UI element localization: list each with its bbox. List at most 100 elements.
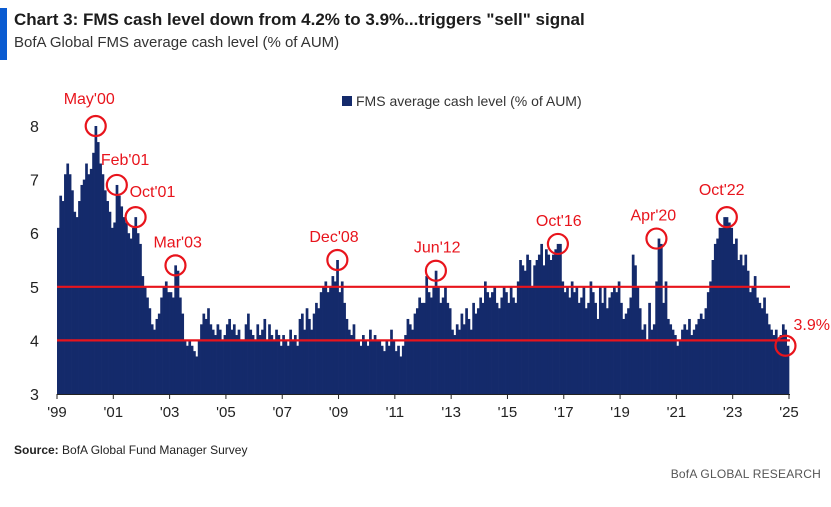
source-note: Source: BofA Global Fund Manager Survey <box>14 443 247 457</box>
bar <box>129 238 133 394</box>
bar <box>730 227 734 394</box>
bar <box>568 297 572 394</box>
annotation-circle <box>424 259 448 282</box>
bar <box>620 302 623 394</box>
bar <box>448 308 452 394</box>
bar <box>742 265 745 394</box>
bar <box>110 227 114 394</box>
bar <box>338 292 342 394</box>
bar <box>268 324 271 394</box>
bar <box>643 324 647 394</box>
bar <box>146 297 149 394</box>
bar <box>392 340 396 394</box>
annotation-circle <box>546 232 570 256</box>
bar <box>481 302 485 394</box>
bar <box>545 249 548 394</box>
chart-subtitle: BofA Global FMS average cash level (% of… <box>14 34 340 51</box>
bar <box>627 308 630 394</box>
bar <box>251 335 255 394</box>
bar <box>200 324 203 394</box>
bar <box>552 254 555 394</box>
bar <box>87 174 91 394</box>
bar <box>331 276 335 394</box>
bar <box>225 324 229 394</box>
y-tick-label: 6 <box>30 226 39 243</box>
bar <box>786 345 790 394</box>
bar <box>261 329 264 394</box>
bar <box>415 308 419 394</box>
bar <box>354 340 358 394</box>
bar <box>725 217 729 394</box>
bar <box>211 329 215 394</box>
bar <box>491 292 494 394</box>
bar <box>223 335 227 394</box>
bar <box>723 217 727 394</box>
bar <box>735 238 738 394</box>
bar <box>258 335 262 394</box>
bar <box>193 351 196 394</box>
bar <box>181 313 185 394</box>
bar <box>164 281 168 394</box>
bar <box>692 329 696 394</box>
bar <box>697 318 701 394</box>
bar <box>148 308 152 394</box>
bar <box>648 302 651 394</box>
title-accent-bar <box>0 8 7 60</box>
bar <box>732 243 736 394</box>
bar <box>584 308 588 394</box>
bar <box>394 351 398 394</box>
bar <box>617 281 621 394</box>
bar <box>521 265 525 394</box>
bar <box>92 152 95 394</box>
bar <box>207 308 210 394</box>
bar <box>533 265 536 394</box>
bar <box>681 329 684 394</box>
x-tick-label: '99 <box>47 404 67 421</box>
bar <box>615 292 619 394</box>
bar <box>577 302 581 394</box>
bar <box>399 356 403 394</box>
bar <box>352 324 356 394</box>
bar <box>606 308 609 394</box>
bar <box>685 329 689 394</box>
bar <box>275 329 278 394</box>
y-tick-label: 4 <box>30 333 39 350</box>
bar <box>132 227 135 394</box>
bar <box>291 340 295 394</box>
bar <box>85 163 88 394</box>
annotation-circle <box>326 248 349 272</box>
brand-label: BofA GLOBAL RESEARCH <box>670 467 821 481</box>
bar <box>366 345 370 394</box>
bar <box>688 318 691 394</box>
x-tick-label: '21 <box>667 404 687 421</box>
bar <box>420 302 424 394</box>
bar <box>176 270 180 394</box>
bar <box>657 238 661 394</box>
bar <box>659 243 663 394</box>
legend-label: FMS average cash level (% of AUM) <box>356 93 582 109</box>
annotation-label: May'00 <box>64 91 115 108</box>
bar <box>293 335 297 394</box>
bar <box>662 302 666 394</box>
bar <box>312 313 316 394</box>
bar <box>333 281 337 394</box>
bar <box>202 313 206 394</box>
bar <box>141 276 145 394</box>
bar <box>179 297 182 394</box>
bar <box>378 340 382 394</box>
bar <box>340 281 344 394</box>
annotation-circle <box>715 206 738 229</box>
bar <box>704 308 708 394</box>
bar <box>305 308 309 394</box>
bar <box>364 340 368 394</box>
bar <box>324 281 328 394</box>
chart-legend: FMS average cash level (% of AUM) <box>342 93 582 109</box>
bar <box>406 318 410 394</box>
bar <box>136 233 140 394</box>
x-axis: '99 '01 '03 '05 '07 '09 '11 '13 '15 '17 '19 '21 '23 '… <box>47 394 799 421</box>
bar <box>242 340 246 394</box>
bar <box>458 329 461 394</box>
bar <box>113 222 117 394</box>
bar <box>347 329 351 394</box>
x-tick-label: '15 <box>498 404 518 421</box>
